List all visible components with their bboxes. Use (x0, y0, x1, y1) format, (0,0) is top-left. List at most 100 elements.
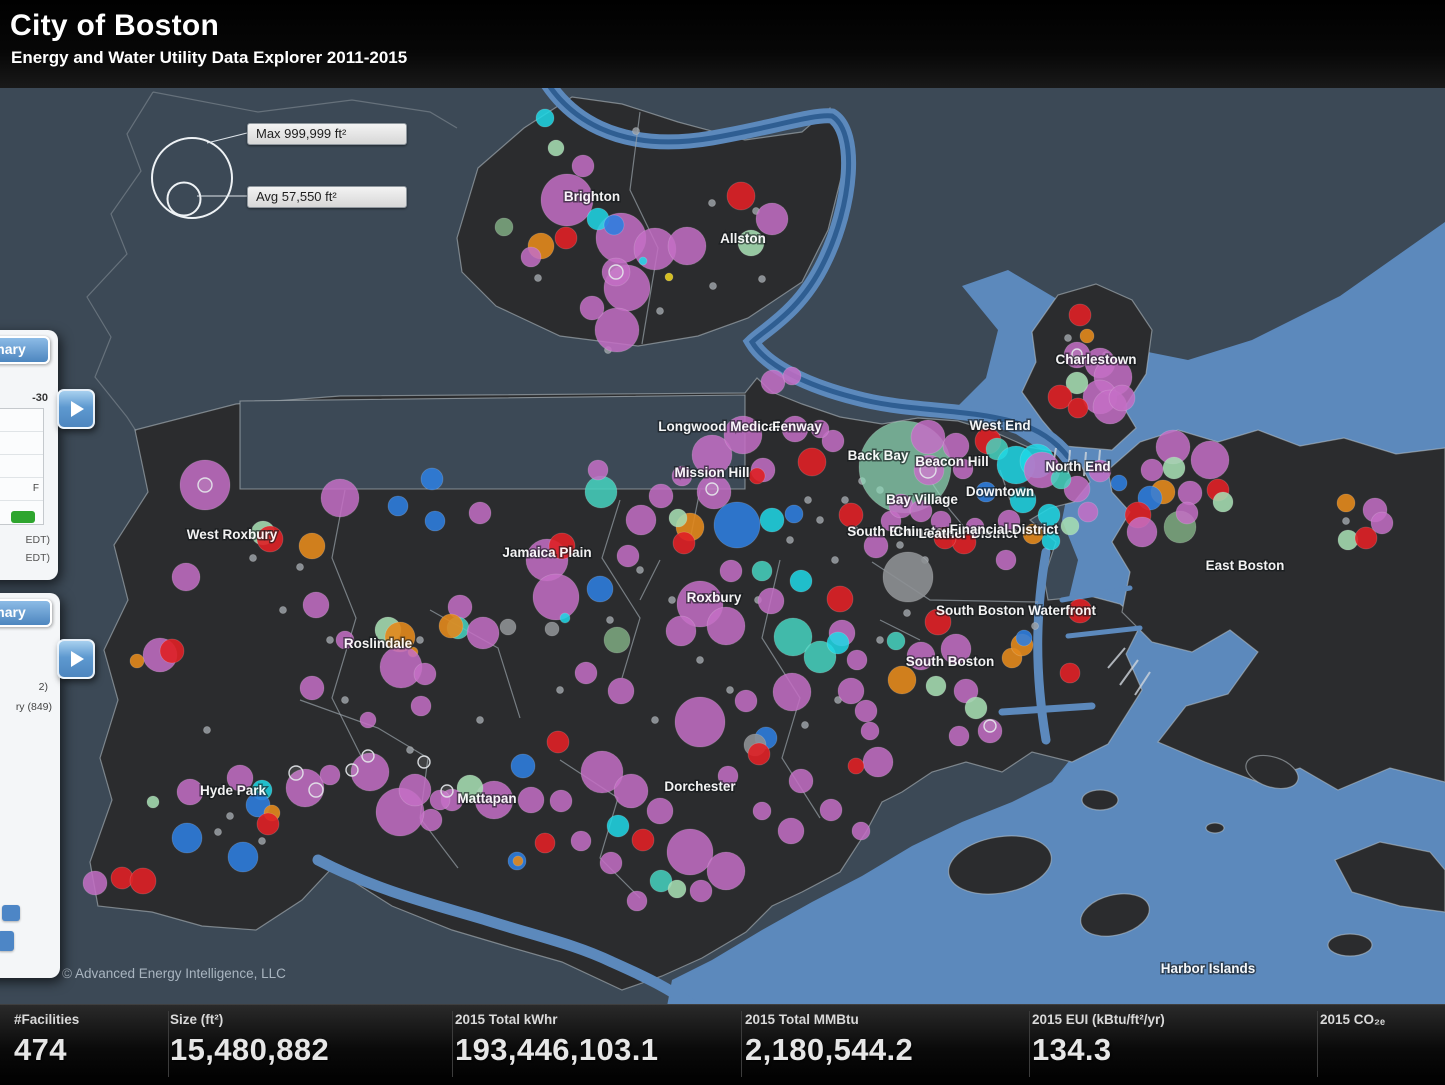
facility-bubble[interactable] (719, 559, 743, 583)
facility-bubble[interactable] (625, 504, 657, 536)
facility-dot[interactable] (651, 716, 659, 724)
facility-bubble[interactable] (664, 272, 674, 282)
facility-dot[interactable] (556, 686, 564, 694)
facility-ring[interactable] (417, 755, 431, 769)
facility-bubble[interactable] (821, 429, 845, 453)
facility-bubble[interactable] (777, 817, 805, 845)
facility-bubble[interactable] (667, 226, 707, 266)
facility-bubble[interactable] (752, 801, 772, 821)
facility-bubble[interactable] (847, 757, 865, 775)
facility-bubble[interactable] (424, 510, 446, 532)
facility-bubble[interactable] (906, 641, 936, 671)
facility-bubble[interactable] (586, 575, 614, 603)
facility-bubble[interactable] (601, 257, 631, 287)
facility-bubble[interactable] (579, 295, 605, 321)
expand-panel-button-bottom[interactable] (57, 639, 95, 679)
facility-bubble[interactable] (646, 797, 674, 825)
facility-dot[interactable] (258, 837, 266, 845)
facility-bubble[interactable] (320, 478, 360, 518)
facility-bubble[interactable] (755, 202, 789, 236)
facility-bubble[interactable] (1110, 474, 1128, 492)
facility-bubble[interactable] (696, 474, 732, 510)
facility-bubble[interactable] (580, 750, 624, 794)
facility-bubble[interactable] (1077, 501, 1099, 523)
facility-bubble[interactable] (603, 214, 625, 236)
facility-bubble[interactable] (672, 531, 696, 555)
facility-dot[interactable] (606, 616, 614, 624)
facility-bubble[interactable] (532, 573, 580, 621)
facility-dot[interactable] (632, 127, 640, 135)
facility-bubble[interactable] (782, 366, 802, 386)
facility-bubble[interactable] (1190, 440, 1230, 480)
facility-bubble[interactable] (179, 459, 231, 511)
tab-summary-top[interactable]: mary (0, 336, 50, 364)
facility-ring[interactable] (345, 763, 359, 777)
facility-bubble[interactable] (129, 867, 157, 895)
facility-bubble[interactable] (245, 792, 271, 818)
facility-bubble[interactable] (826, 631, 850, 655)
facility-bubble[interactable] (302, 591, 330, 619)
facility-bubble[interactable] (570, 830, 592, 852)
facility-bubble[interactable] (594, 307, 640, 353)
facility-dot[interactable] (326, 636, 334, 644)
facility-dot[interactable] (709, 282, 717, 290)
facility-dot[interactable] (1064, 334, 1072, 342)
facility-bubble[interactable] (1068, 303, 1092, 327)
facility-bubble[interactable] (584, 475, 618, 509)
facility-bubble[interactable] (965, 517, 985, 537)
facility-bubble[interactable] (995, 549, 1017, 571)
facility-bubble[interactable] (854, 699, 878, 723)
facility-dot[interactable] (249, 554, 257, 562)
facility-ring[interactable] (983, 719, 997, 733)
facility-dot[interactable] (903, 609, 911, 617)
facility-bubble[interactable] (649, 869, 673, 893)
facility-dot[interactable] (534, 274, 542, 282)
facility-bubble[interactable] (256, 812, 280, 836)
facility-bubble[interactable] (933, 526, 957, 550)
facility-bubble[interactable] (554, 226, 578, 250)
facility-bubble[interactable] (456, 774, 484, 802)
facility-bubble[interactable] (964, 696, 988, 720)
facility-bubble[interactable] (862, 746, 894, 778)
facility-bubble[interactable] (717, 765, 739, 787)
facility-dot[interactable] (406, 746, 414, 754)
facility-bubble[interactable] (819, 798, 843, 822)
facility-bubble[interactable] (429, 789, 451, 811)
facility-bubble[interactable] (1370, 511, 1394, 535)
facility-bubble[interactable] (737, 229, 765, 257)
facility-bubble[interactable] (587, 459, 609, 481)
facility-bubble[interactable] (256, 525, 284, 553)
facility-ring[interactable] (361, 749, 375, 763)
facility-bubble[interactable] (631, 828, 655, 852)
facility-dot[interactable] (636, 566, 644, 574)
facility-dot[interactable] (279, 606, 287, 614)
facility-dot[interactable] (708, 199, 716, 207)
facility-bubble[interactable] (574, 661, 598, 685)
facility-bubble[interactable] (689, 879, 713, 903)
facility-bubble[interactable] (665, 615, 697, 647)
facility-dot[interactable] (668, 596, 676, 604)
facility-dot[interactable] (656, 307, 664, 315)
facility-bubble[interactable] (734, 689, 758, 713)
facility-bubble[interactable] (1047, 384, 1073, 410)
panel-tool-icon[interactable] (2, 905, 20, 921)
facility-ring[interactable] (308, 782, 324, 798)
facility-bubble[interactable] (1177, 480, 1203, 506)
facility-bubble[interactable] (726, 181, 756, 211)
facility-dot[interactable] (834, 696, 842, 704)
facility-bubble[interactable] (1126, 516, 1158, 548)
facility-bubble[interactable] (706, 606, 746, 646)
facility-bubble[interactable] (706, 851, 746, 891)
facility-bubble[interactable] (438, 613, 464, 639)
facility-bubble[interactable] (953, 678, 979, 704)
facility-bubble[interactable] (319, 764, 341, 786)
facility-bubble[interactable] (851, 821, 871, 841)
facility-bubble[interactable] (499, 618, 517, 636)
facility-bubble[interactable] (691, 434, 733, 476)
facility-bubble[interactable] (1067, 598, 1093, 624)
facility-bubble[interactable] (648, 483, 674, 509)
facility-bubble[interactable] (910, 419, 946, 455)
facility-bubble[interactable] (757, 587, 785, 615)
facility-bubble[interactable] (110, 866, 134, 890)
